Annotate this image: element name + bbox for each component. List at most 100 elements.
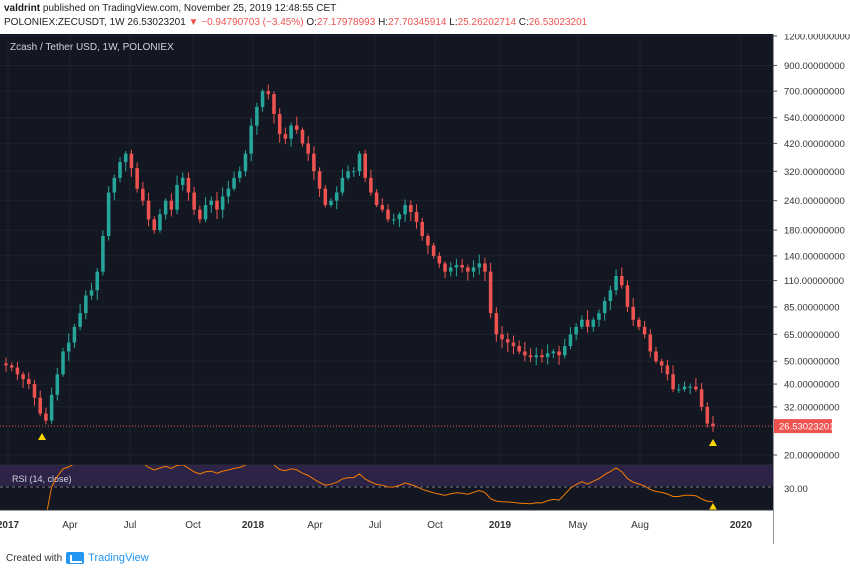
candle-body (243, 153, 248, 172)
publish-header: valdrint published on TradingView.com, N… (0, 0, 850, 34)
rsi-band (0, 465, 773, 486)
candle-body (614, 275, 618, 291)
candle-body (409, 205, 413, 212)
candle-body (289, 125, 293, 139)
candle-body (323, 188, 328, 206)
candle-body (505, 339, 510, 343)
candle-body (386, 209, 390, 220)
candle-body (500, 334, 504, 340)
chart-legend: Zcash / Tether USD, 1W, POLONIEX (10, 42, 174, 53)
time-tick-label: Jul (124, 520, 137, 531)
candle-body (677, 389, 681, 391)
candle-body (471, 267, 476, 272)
candle-body (631, 306, 635, 320)
candle-body (443, 263, 447, 272)
candle-body (557, 351, 561, 356)
candle-body (198, 209, 202, 220)
candle-body (84, 295, 88, 314)
candle-body (61, 351, 65, 375)
time-tick-label: May (569, 520, 588, 531)
candle-body (346, 171, 350, 178)
candle-body (226, 188, 231, 197)
candle-body (312, 153, 316, 172)
candle-body (66, 342, 71, 352)
price-tick-label: 20.00000000 (784, 451, 839, 462)
price-tick-label: 140.00000000 (784, 251, 845, 262)
candle-body (215, 200, 219, 210)
low-label: L: (449, 17, 458, 28)
candle-body (283, 134, 288, 139)
candle-body (551, 351, 556, 354)
price-tick-label: 420.00000000 (784, 139, 845, 150)
published-text: published on TradingView.com, November 2… (42, 3, 337, 14)
candle-body (32, 384, 37, 398)
candle-body (466, 267, 470, 272)
price-tick-label: 65.00000000 (784, 330, 839, 341)
publish-info: valdrint published on TradingView.com, N… (4, 3, 336, 14)
change-value: −0.94790703 (−3.45%) (201, 17, 304, 28)
price-tick-label: 85.00000000 (784, 302, 839, 313)
candle-body (78, 313, 82, 327)
close-label: C: (518, 17, 529, 28)
candle-body (654, 351, 658, 362)
candle-body (106, 192, 111, 236)
candle-body (123, 153, 128, 163)
candle-body (300, 129, 305, 144)
time-tick-label: 2017 (0, 520, 20, 531)
candle-body (220, 196, 225, 210)
high-value: 27.70345914 (388, 17, 447, 28)
candle-body (49, 394, 54, 421)
candle-body (602, 301, 607, 314)
candle-body (648, 334, 653, 352)
price-tick-label: 540.00000000 (784, 113, 845, 124)
time-tick-label: Oct (185, 520, 201, 531)
candle-body (112, 177, 117, 193)
candle-body (620, 275, 624, 286)
last-price: 26.53023201 (127, 17, 186, 28)
tradingview-link[interactable]: TradingView (88, 552, 149, 564)
footer: Created with TradingView (0, 548, 850, 571)
candle-body (414, 211, 419, 222)
markers (38, 433, 717, 510)
quote-line: POLONIEX:ZECUSDT, 1W 26.53023201 ▼ −0.94… (4, 17, 587, 28)
candle-body (511, 342, 516, 347)
candle-body (55, 374, 60, 395)
created-with-text: Created with (6, 552, 63, 564)
price-chart[interactable]: RSI (14, close) Zcash / Tether USD, 1W, … (0, 34, 850, 544)
change-down-icon: ▼ (188, 17, 199, 28)
candle-body (380, 205, 385, 210)
candle-body (232, 177, 236, 189)
rsi-line (46, 465, 714, 510)
price-tick-label: 700.00000000 (784, 87, 845, 98)
author-name[interactable]: valdrint (4, 3, 41, 14)
candle-body (625, 285, 630, 307)
candle-body (295, 125, 299, 130)
symbol-label: POLONIEX:ZECUSDT, 1W (4, 17, 125, 28)
candle-body (574, 326, 578, 335)
price-badge-bg (774, 419, 832, 434)
candle-body (9, 365, 14, 368)
candle-body (534, 355, 539, 358)
candle-body (665, 365, 670, 375)
candle-body (374, 192, 379, 206)
candle-body (420, 221, 424, 236)
time-tick-label: 2020 (730, 520, 753, 531)
candle-body (580, 319, 584, 327)
price-axis-bg (773, 34, 850, 544)
candle-body (448, 267, 453, 272)
candle-body (21, 374, 25, 380)
marker-triangle-icon (709, 439, 717, 446)
candle-body (568, 334, 573, 347)
price-tick-label: 40.00000000 (784, 380, 839, 391)
marker-triangle-icon (38, 433, 46, 440)
candle-body (255, 106, 259, 126)
time-tick-label: Apr (307, 520, 323, 531)
candle-body (454, 265, 459, 268)
price-tick-label: 240.00000000 (784, 196, 845, 207)
price-tick-label: 180.00000000 (784, 226, 845, 237)
chart-area[interactable]: RSI (14, close) Zcash / Tether USD, 1W, … (0, 34, 850, 544)
time-axis: 2017 Apr Jul Oct 2018 Apr Jul Oct 2019 May Aug 2020 (0, 520, 753, 531)
candle-body (591, 319, 596, 327)
price-badge-value: 26.53023201 (779, 422, 834, 433)
candle-body (705, 406, 710, 424)
